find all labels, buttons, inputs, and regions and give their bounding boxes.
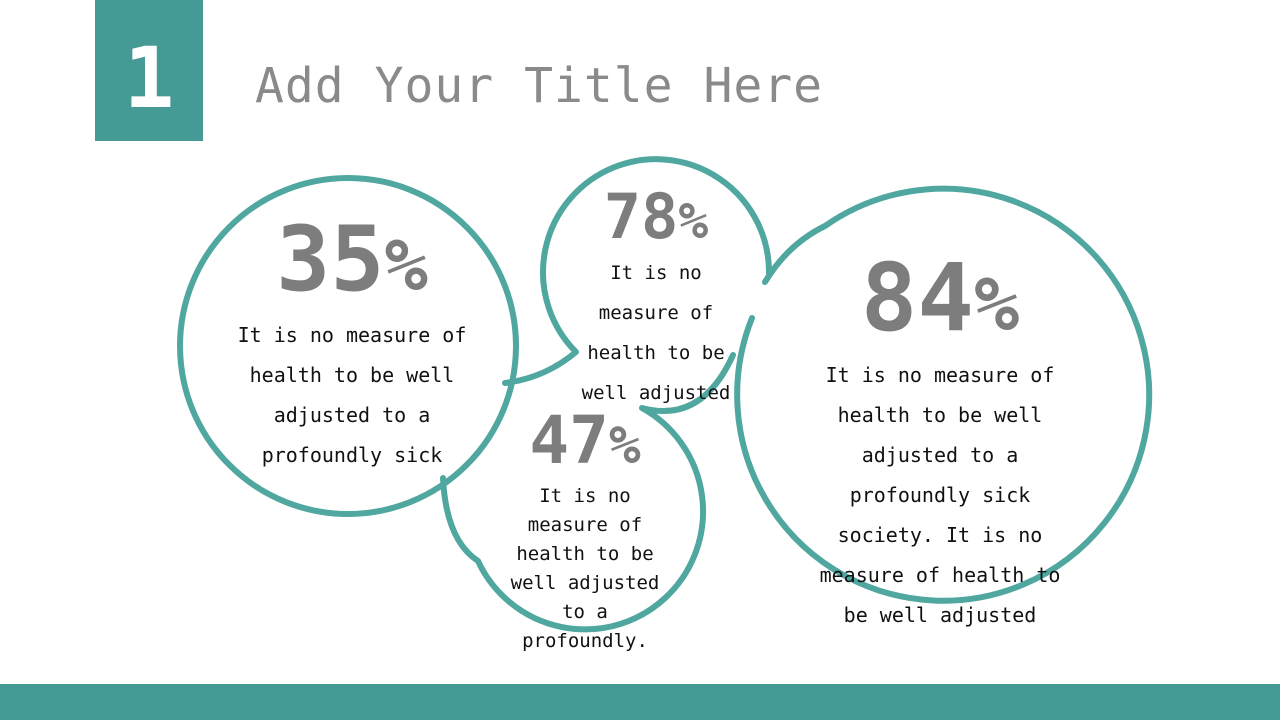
bubble-84-line: society. It is no [837,523,1043,547]
bubble-47-line: to a [562,601,608,623]
bubble-35-content: 35% It is no measure of health to be wel… [187,212,517,475]
bubble-78-line: It is no [610,262,702,284]
bubble-84-line: profoundly sick [849,483,1031,507]
bubble-35-percent-sign: % [384,223,428,307]
bubble-47-value: 47 [529,402,609,479]
bubble-78-line: measure of [598,302,714,324]
bubble-84-line: be well adjusted [843,603,1037,627]
bubble-47-line: health to be [516,543,654,565]
slide-title: Add Your Title Here [255,58,824,114]
bubble-outline-47 [440,352,736,633]
bubble-47-line: measure of [527,514,643,536]
bubble-78-line: health to be [587,342,725,364]
bubble-84-percent: 84% [755,248,1125,355]
bubble-47-percent: 47% [460,405,710,482]
bubble-47-line: profoundly. [522,630,648,652]
bubble-78-percent-sign: % [678,192,709,250]
bubble-47-percent-sign: % [608,415,641,476]
bubble-84-content: 84% It is no measure of health to be wel… [755,248,1125,635]
bubble-84-percent-sign: % [973,260,1020,348]
bubble-35-body: It is no measure of health to be well ad… [187,315,517,475]
bubble-35-percent: 35% [187,212,517,313]
bubble-35-line: health to be well [249,363,455,387]
bubble-outline-78 [502,156,773,386]
section-number: 1 [123,28,175,127]
bubble-78-line: well adjusted [581,382,731,404]
bubble-47-body: It is no measure of health to be well ad… [460,482,710,656]
bubble-78-percent: 78% [531,185,781,253]
bubble-47-content: 47% It is no measure of health to be wel… [460,405,710,656]
bubble-84-line: measure of health to [819,563,1061,587]
section-number-badge: 1 [95,0,203,141]
bubble-78-content: 78% It is no measure of health to be wel… [531,185,781,413]
bubble-84-value: 84 [860,244,974,353]
bubble-84-line: adjusted to a [861,443,1019,467]
bubble-78-value: 78 [603,180,679,253]
bubble-outline-35 [177,175,519,517]
bubble-84-line: health to be well [837,403,1043,427]
bubble-35-line: It is no measure of [237,323,467,347]
bubble-47-line: well adjusted [510,572,660,594]
bubble-47-line: It is no [539,485,631,507]
footer-accent-bar [0,684,1280,720]
bubble-35-line: adjusted to a [273,403,431,427]
bubble-84-line: It is no measure of [825,363,1055,387]
bubble-84-body: It is no measure of health to be well ad… [755,355,1125,635]
bubble-35-value: 35 [276,207,385,312]
bubble-35-line: profoundly sick [261,443,443,467]
bubble-outline-84 [734,185,1153,604]
bubble-78-body: It is no measure of health to be well ad… [531,253,781,413]
